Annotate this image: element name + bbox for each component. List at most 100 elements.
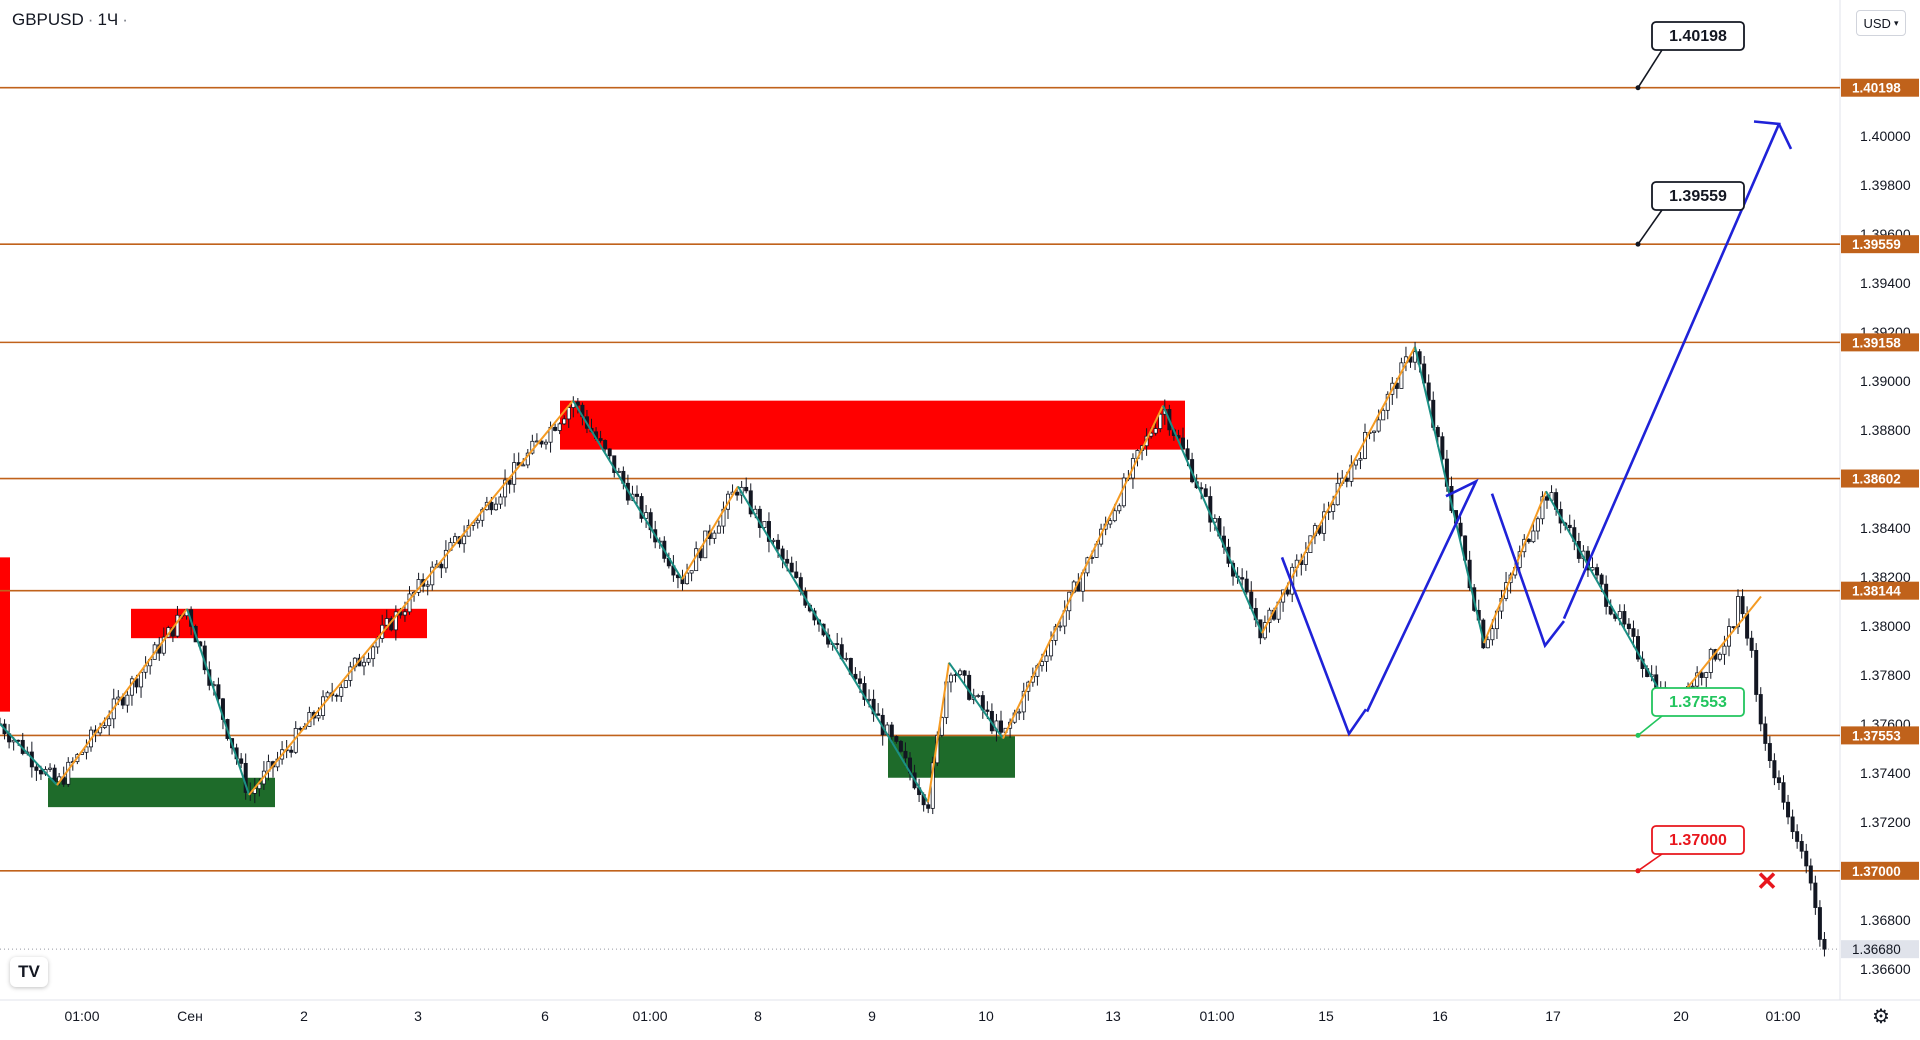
x-tick-label: 8 — [754, 1008, 762, 1024]
candle-body — [1776, 777, 1781, 784]
price-level-badge — [1841, 469, 1919, 488]
candle-body — [575, 401, 580, 406]
zigzag-segment[interactable] — [186, 608, 250, 796]
zigzag-segment[interactable] — [927, 662, 950, 803]
candle-body — [1804, 850, 1809, 867]
currency-label: USD — [1863, 15, 1891, 31]
candle-body — [867, 698, 872, 701]
x-tick-label: 10 — [978, 1008, 994, 1024]
candle-body — [903, 750, 908, 759]
price-level-badge-label: 1.37000 — [1852, 864, 1901, 879]
candle-body — [139, 671, 144, 688]
candle-body — [712, 532, 717, 539]
x-tick-label: 15 — [1318, 1008, 1334, 1024]
zigzag-segment[interactable] — [1162, 405, 1263, 634]
price-callout[interactable] — [1651, 181, 1745, 211]
candle-body — [1535, 518, 1540, 532]
interval-label: 1Ч — [97, 10, 119, 29]
x-tick-label: 20 — [1673, 1008, 1689, 1024]
candle-body — [1731, 626, 1736, 629]
zigzag-segment[interactable] — [737, 485, 929, 803]
candle-body — [1754, 650, 1759, 695]
candle-body — [926, 804, 931, 809]
candle-body — [607, 448, 612, 457]
candle-body — [1358, 458, 1363, 461]
candle-body — [1531, 530, 1536, 543]
candle-body — [239, 758, 244, 764]
supply-zone[interactable] — [0, 557, 10, 712]
candle-body — [894, 736, 899, 742]
candle-body — [999, 720, 1004, 733]
candle-body — [1376, 419, 1381, 432]
candle-body — [544, 441, 549, 445]
x-tick-label: 01:00 — [632, 1008, 667, 1024]
candle-body — [1740, 596, 1745, 615]
candle-body — [1540, 496, 1545, 520]
zigzag-segment[interactable] — [1483, 490, 1547, 644]
candle-body — [1567, 524, 1572, 529]
supply-zone[interactable] — [131, 608, 427, 639]
forecast-arrow[interactable] — [1365, 478, 1479, 713]
callout-label: 1.40198 — [1669, 28, 1727, 45]
zigzag-segment[interactable] — [948, 662, 1004, 740]
candle-body — [503, 479, 508, 498]
supply-zone[interactable] — [560, 400, 1185, 450]
zigzag-segment[interactable] — [1002, 405, 1164, 740]
gear-icon[interactable]: ⚙ — [1872, 1006, 1890, 1028]
zigzag-segment[interactable] — [56, 608, 188, 786]
callout-label: 1.37553 — [1669, 694, 1727, 711]
price-level-badge — [1841, 78, 1919, 97]
candle-body — [1244, 578, 1249, 593]
candle-body — [562, 418, 567, 425]
candle-body — [844, 657, 849, 660]
candle-body — [876, 713, 881, 716]
candle-body — [635, 493, 640, 497]
candle-body — [102, 725, 107, 729]
zigzag-segment[interactable] — [1545, 490, 1671, 710]
candle-body — [748, 490, 753, 515]
candle-body — [1203, 488, 1208, 497]
demand-zone[interactable] — [48, 777, 275, 808]
price-callout[interactable] — [1651, 825, 1745, 855]
zigzag-segment[interactable] — [248, 400, 574, 796]
candle-body — [452, 536, 457, 544]
candle-body — [766, 521, 771, 542]
zigzag-segment[interactable] — [0, 723, 58, 786]
candle-body — [598, 438, 603, 441]
candle-body — [1822, 938, 1827, 950]
callout-label: 1.37000 — [1669, 832, 1727, 849]
candle-body — [603, 440, 608, 450]
callout-pointer — [1637, 715, 1663, 737]
candle-body — [1790, 816, 1795, 833]
candle-body — [771, 539, 776, 542]
candle-body — [339, 687, 344, 697]
x-tick-label: 2 — [300, 1008, 308, 1024]
candle-body — [1599, 574, 1604, 585]
candle-body — [1631, 628, 1636, 637]
candle-body — [34, 766, 39, 771]
candle-body — [289, 749, 294, 753]
callout-label: 1.39559 — [1669, 188, 1727, 205]
price-level-badge-label: 1.39559 — [1852, 237, 1901, 252]
symbol-header[interactable]: GBPUSD · 1Ч · — [12, 10, 132, 30]
candle-body — [1058, 625, 1063, 628]
currency-selector[interactable]: USD ▾ — [1856, 10, 1906, 36]
zigzag-segment[interactable] — [1261, 346, 1416, 634]
zigzag-segment[interactable] — [572, 400, 683, 580]
tradingview-logo[interactable]: TV — [10, 957, 48, 987]
price-callout[interactable] — [1651, 21, 1745, 51]
candle-body — [52, 767, 57, 783]
price-level-badge — [1841, 235, 1919, 254]
price-callout[interactable] — [1651, 687, 1745, 717]
forecast-arrow[interactable] — [1490, 493, 1566, 649]
candle-body — [1322, 511, 1327, 534]
candle-body — [794, 571, 799, 578]
candle-body — [161, 636, 166, 654]
candle-body — [1158, 413, 1163, 429]
zigzag-segment[interactable] — [681, 485, 739, 580]
candle-body — [1808, 865, 1813, 884]
forecast-arrow[interactable] — [1280, 556, 1368, 737]
candle-body — [402, 611, 407, 616]
